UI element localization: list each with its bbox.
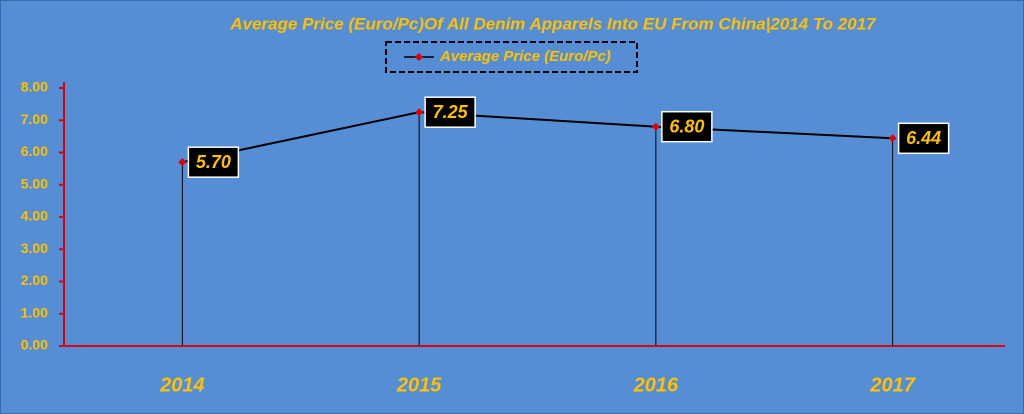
x-tick-label: 2015 (396, 374, 442, 396)
data-label-box (424, 96, 476, 128)
data-label: 7.25 (433, 102, 469, 122)
data-label: 5.70 (196, 152, 231, 172)
y-tick-label: 7.00 (21, 111, 48, 127)
x-tick-label: 2014 (159, 374, 205, 396)
y-tick-label: 0.00 (21, 337, 48, 353)
y-tick-label: 3.00 (21, 240, 48, 256)
data-label-box (187, 146, 240, 178)
y-tick-label: 8.00 (21, 79, 48, 95)
y-tick-label: 6.00 (21, 143, 48, 159)
point-marker (178, 158, 187, 167)
legend-marker (415, 53, 423, 61)
y-tick-label: 1.00 (21, 304, 48, 320)
legend-label: Average Price (Euro/Pc) (439, 48, 611, 65)
point-marker (651, 122, 660, 131)
point-marker (888, 134, 897, 143)
data-label-box (661, 110, 713, 143)
data-label: 6.80 (669, 116, 704, 136)
point-marker (415, 108, 424, 117)
y-tick-label: 2.00 (21, 272, 48, 288)
data-label: 6.44 (906, 128, 941, 148)
y-tick-label: 4.00 (21, 208, 48, 224)
data-label-box (897, 122, 950, 155)
series-line (182, 111, 893, 164)
y-tick-label: 5.00 (21, 175, 48, 191)
chart-title: Average Price (Euro/Pc)Of All Denim Appa… (229, 14, 877, 33)
x-tick-label: 2017 (869, 374, 915, 396)
x-tick-label: 2016 (633, 374, 679, 396)
legend-box (385, 41, 638, 73)
